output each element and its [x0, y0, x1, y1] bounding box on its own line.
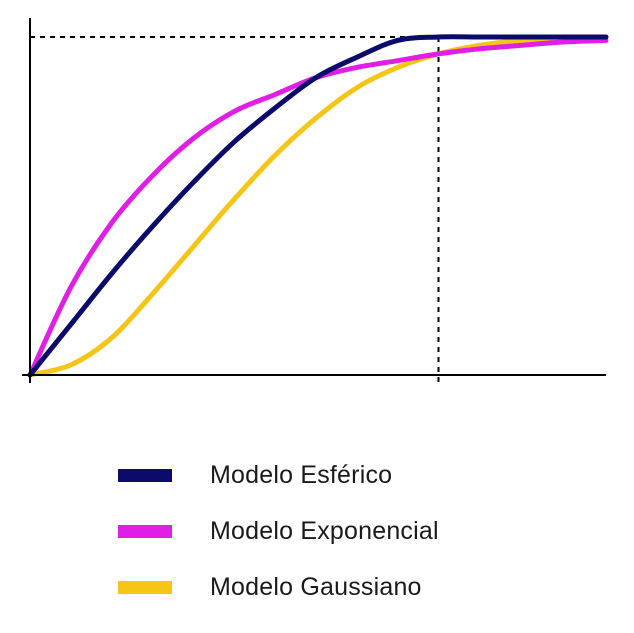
legend: Modelo Esférico Modelo Exponencial Model…: [118, 447, 598, 615]
legend-swatch-esferico: [118, 468, 172, 482]
series-line-exponencial: [27, 37, 609, 378]
legend-swatch-exponencial: [118, 524, 172, 538]
chart-plot: [22, 18, 609, 383]
legend-swatch-gaussiano: [118, 580, 172, 594]
legend-label-esferico: Modelo Esférico: [210, 460, 393, 489]
axes: [22, 18, 606, 383]
series-line-esferico: [27, 34, 609, 378]
legend-item-esferico: Modelo Esférico: [118, 447, 598, 503]
series-line-gaussiano: [27, 34, 609, 378]
legend-item-gaussiano: Modelo Gaussiano: [118, 559, 598, 615]
legend-label-exponencial: Modelo Exponencial: [210, 516, 439, 545]
legend-item-exponencial: Modelo Exponencial: [118, 503, 598, 559]
legend-label-gaussiano: Modelo Gaussiano: [210, 572, 422, 601]
series-layer: [27, 34, 609, 378]
